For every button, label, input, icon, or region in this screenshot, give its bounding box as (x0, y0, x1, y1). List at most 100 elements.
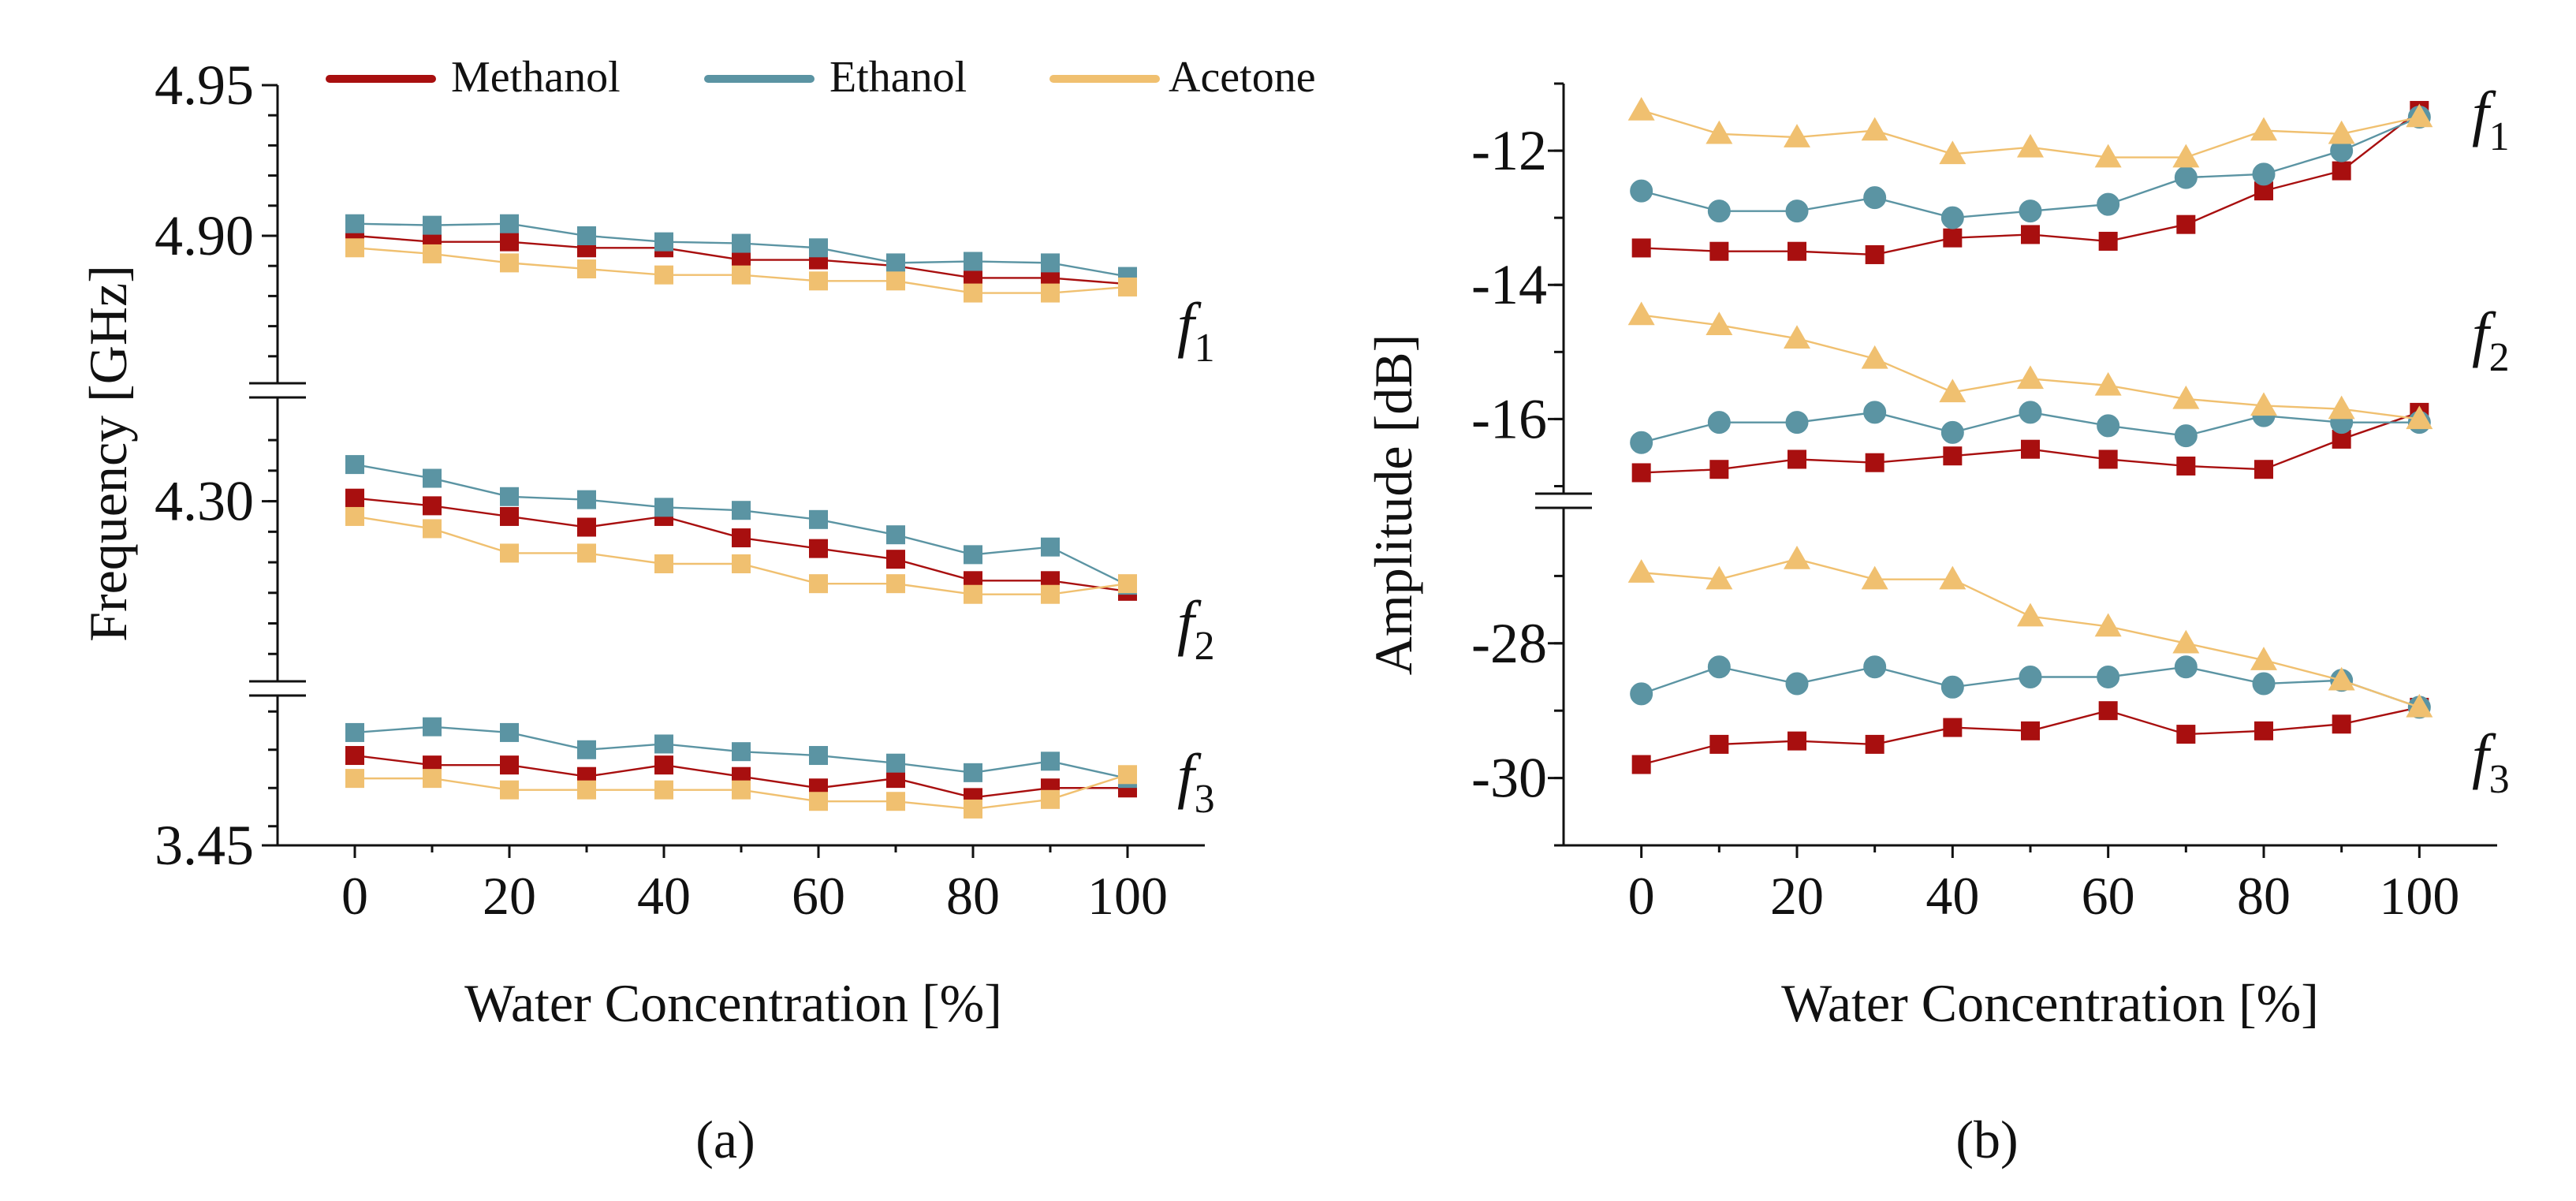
data-point-acetone-f3-50 (732, 780, 751, 800)
data-point-acetone-f3-20 (1784, 546, 1810, 569)
data-point-ethanol-f1-10 (423, 215, 442, 235)
panel-a-axis-break-1 (246, 382, 309, 399)
data-point-methanol-f1-70 (2176, 214, 2196, 234)
panel-b-x-tick-label-80: 80 (2237, 866, 2291, 926)
data-point-acetone-f1-0 (1627, 97, 1655, 121)
data-point-acetone-f1-70 (2172, 144, 2200, 168)
legend-item-ethanol: Ethanol (704, 53, 967, 102)
data-point-acetone-f3-10 (1706, 565, 1733, 590)
data-point-acetone-f3-40 (654, 780, 673, 800)
data-point-ethanol-f2-30 (577, 490, 596, 509)
legend-item-acetone: Acetone (1049, 53, 1316, 102)
data-point-acetone-f3-40 (1939, 565, 1966, 590)
data-point-ethanol-f3-40 (1940, 675, 1964, 699)
data-point-acetone-f3-60 (809, 792, 828, 811)
data-point-ethanol-f3-60 (2097, 666, 2120, 688)
data-point-acetone-f2-60 (2094, 371, 2122, 396)
data-point-acetone-f3-30 (1861, 565, 1888, 590)
panel-a-axis-break-2 (246, 680, 309, 697)
data-point-acetone-f1-40 (654, 265, 673, 285)
data-point-ethanol-f3-80 (2252, 672, 2276, 696)
data-point-acetone-f3-0 (345, 769, 364, 789)
panel-a-x-tick-label-0: 0 (341, 866, 368, 926)
data-point-methanol-f3-10 (1709, 734, 1729, 754)
data-point-methanol-f3-0 (345, 746, 364, 766)
data-point-acetone-f1-60 (2094, 144, 2122, 168)
data-point-acetone-f1-50 (2017, 133, 2044, 158)
data-point-ethanol-f1-80 (2252, 162, 2276, 186)
data-point-ethanol-f1-40 (654, 232, 673, 252)
data-point-acetone-f2-30 (577, 543, 596, 563)
data-point-ethanol-f1-10 (1707, 200, 1731, 223)
data-point-methanol-f2-0 (1631, 463, 1651, 483)
panel-b-y-tick-label--14: -14 (1471, 253, 1547, 316)
data-point-methanol-f2-70 (2176, 456, 2196, 476)
panel-b-y-axis-label: Amplitude [dB] (1363, 334, 1423, 676)
data-point-methanol-f2-10 (1709, 460, 1729, 479)
data-point-acetone-f1-20 (500, 253, 519, 273)
data-point-methanol-f1-10 (1709, 241, 1729, 261)
data-point-methanol-f3-40 (1943, 718, 1963, 737)
data-point-acetone-f2-50 (732, 554, 751, 573)
legend-item-methanol: Methanol (326, 53, 621, 102)
data-point-acetone-f1-90 (2328, 120, 2355, 144)
data-point-ethanol-f1-20 (1785, 200, 1809, 223)
data-point-acetone-f3-0 (1627, 559, 1655, 583)
panel-b-marks: f1 f2 f3 (1627, 79, 2510, 802)
data-point-acetone-f3-70 (2172, 629, 2200, 654)
data-point-methanol-f1-30 (1865, 244, 1884, 264)
panel-a-axes: 4.95 4.90 4.30 3.45 0 20 40 60 80 100 (155, 54, 1205, 926)
data-point-ethanol-f3-80 (964, 763, 982, 782)
data-point-methanol-f2-50 (2021, 439, 2040, 459)
data-point-acetone-f1-100 (2406, 103, 2433, 128)
data-point-methanol-f3-70 (2176, 725, 2196, 744)
data-point-acetone-f3-20 (500, 780, 519, 800)
panel-a: 4.95 4.90 4.30 3.45 0 20 40 60 80 100 f1 f2 f3 Freq… (78, 54, 1215, 1169)
data-point-acetone-f2-60 (809, 574, 828, 594)
data-point-methanol-f3-30 (1865, 734, 1884, 754)
data-point-methanol-f1-60 (2098, 231, 2118, 251)
panel-a-label-f3-subscript: 3 (1195, 777, 1215, 822)
data-point-methanol-f2-10 (423, 496, 442, 516)
data-point-methanol-f1-90 (2332, 161, 2351, 181)
data-point-ethanol-f1-70 (2174, 166, 2198, 189)
data-point-acetone-f2-70 (2172, 385, 2200, 409)
panel-a-y-tick-label-4.30: 4.30 (155, 470, 254, 533)
data-point-acetone-f2-0 (345, 506, 364, 526)
data-point-ethanol-f2-70 (886, 525, 905, 545)
data-point-methanol-f1-50 (2021, 225, 2040, 244)
data-point-acetone-f2-90 (1041, 584, 1060, 604)
data-point-ethanol-f1-90 (1041, 253, 1060, 273)
panel-a-x-tick-label-20: 20 (483, 866, 536, 926)
panel-b-x-tick-label-100: 100 (2379, 866, 2459, 926)
data-point-ethanol-f3-70 (2174, 655, 2198, 679)
data-point-methanol-f1-20 (500, 232, 519, 252)
data-point-methanol-f2-30 (577, 517, 596, 537)
data-point-acetone-f1-20 (1784, 124, 1810, 147)
data-point-ethanol-f3-10 (423, 717, 442, 737)
panel-b-label-f2: f2 (2472, 300, 2510, 380)
data-point-methanol-f2-70 (886, 550, 905, 569)
panel-b-y-tick-label--16: -16 (1471, 387, 1547, 450)
panel-b-axes: -12 -14 -16 -28 -30 0 20 40 60 80 100 (1471, 82, 2497, 926)
data-point-methanol-f1-40 (1943, 228, 1963, 248)
data-point-methanol-f2-50 (732, 528, 751, 548)
panel-b-x-axis-label: Water Concentration [%] (1781, 973, 2319, 1033)
data-point-acetone-f1-10 (423, 244, 442, 263)
data-point-acetone-f2-30 (1861, 345, 1888, 369)
panel-b: -12 -14 -16 -28 -30 0 20 40 60 80 100 f1 f2 f3 Ampli… (1363, 79, 2510, 1169)
data-point-ethanol-f2-10 (423, 468, 442, 488)
panel-b-label-f3-subscript: 3 (2489, 757, 2510, 802)
panel-b-label-f3: f3 (2472, 722, 2510, 802)
panel-a-label: (a) (695, 1110, 755, 1169)
data-point-ethanol-f2-0 (1630, 431, 1653, 454)
data-point-ethanol-f1-40 (1940, 206, 1964, 229)
data-point-acetone-f1-10 (1706, 120, 1733, 144)
data-point-acetone-f1-80 (2250, 117, 2277, 141)
panel-b-x-tick-label-0: 0 (1628, 866, 1655, 926)
data-point-acetone-f3-30 (577, 780, 596, 800)
data-point-methanol-f3-80 (2254, 721, 2273, 740)
data-point-ethanol-f2-70 (2174, 424, 2198, 448)
data-point-ethanol-f1-60 (809, 238, 828, 258)
